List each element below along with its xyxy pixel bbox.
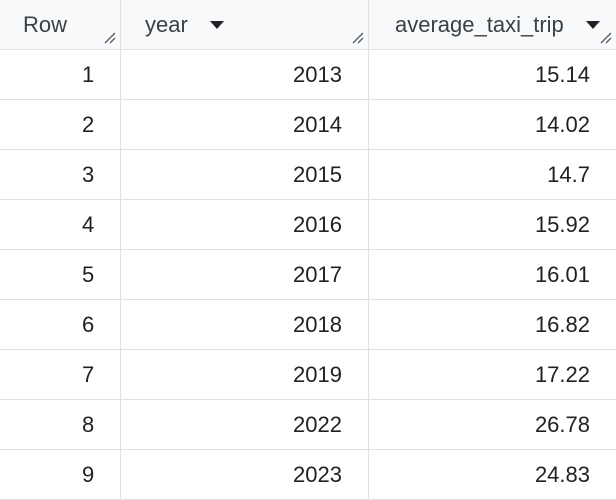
row-number-cell: 5 <box>0 250 121 299</box>
row-number-cell: 8 <box>0 400 121 449</box>
sort-down-icon[interactable] <box>209 20 224 29</box>
average-taxi-trip-cell: 14.02 <box>534 111 590 137</box>
year-cell: 2017 <box>121 250 369 299</box>
year-cell: 2018 <box>121 300 369 349</box>
table-row[interactable]: 6 2018 16.82 <box>0 300 616 350</box>
average-taxi-trip-cell: 26.78 <box>534 411 590 437</box>
column-header-year[interactable]: year <box>121 0 369 49</box>
average-taxi-trip-cell: 24.83 <box>534 461 590 487</box>
column-header-label: average_taxi_trip <box>395 11 564 37</box>
average-taxi-trip-cell: 16.01 <box>534 261 590 287</box>
row-number-cell: 6 <box>0 300 121 349</box>
average-taxi-trip-cell: 14.7 <box>547 161 590 187</box>
average-taxi-trip-cell: 17.22 <box>534 361 590 387</box>
column-resize-icon[interactable] <box>598 30 612 44</box>
year-cell: 2019 <box>121 350 369 399</box>
column-header-label: Row <box>23 11 68 37</box>
column-header-average-taxi-trip[interactable]: average_taxi_trip <box>369 0 616 49</box>
year-cell: 2014 <box>121 100 369 149</box>
year-cell: 2013 <box>121 50 369 99</box>
table-row[interactable]: 7 2019 17.22 <box>0 350 616 400</box>
table-row[interactable]: 2 2014 14.02 <box>0 100 616 150</box>
table-row[interactable]: 5 2017 16.01 <box>0 250 616 300</box>
table-row[interactable]: 9 2023 24.83 <box>0 450 616 500</box>
table-row[interactable]: 8 2022 26.78 <box>0 400 616 450</box>
table-row[interactable]: 1 2013 15.14 <box>0 50 616 100</box>
sort-down-icon[interactable] <box>585 20 600 29</box>
year-cell: 2015 <box>121 150 369 199</box>
average-taxi-trip-cell: 15.14 <box>534 61 590 87</box>
column-resize-icon[interactable] <box>102 30 116 44</box>
row-number-cell: 7 <box>0 350 121 399</box>
row-number-cell: 3 <box>0 150 121 199</box>
table-row[interactable]: 3 2015 14.7 <box>0 150 616 200</box>
row-number-cell: 2 <box>0 100 121 149</box>
row-number-cell: 9 <box>0 450 121 499</box>
table-header: Row year average_taxi_trip <box>0 0 616 50</box>
row-number-cell: 1 <box>0 50 121 99</box>
table-row[interactable]: 4 2016 15.92 <box>0 200 616 250</box>
row-number-cell: 4 <box>0 200 121 249</box>
year-cell: 2023 <box>121 450 369 499</box>
average-taxi-trip-cell: 16.82 <box>534 311 590 337</box>
column-resize-icon[interactable] <box>350 30 364 44</box>
average-taxi-trip-cell: 15.92 <box>534 211 590 237</box>
year-cell: 2022 <box>121 400 369 449</box>
year-cell: 2016 <box>121 200 369 249</box>
column-header-row[interactable]: Row <box>0 0 121 49</box>
column-header-label: year <box>145 11 188 37</box>
